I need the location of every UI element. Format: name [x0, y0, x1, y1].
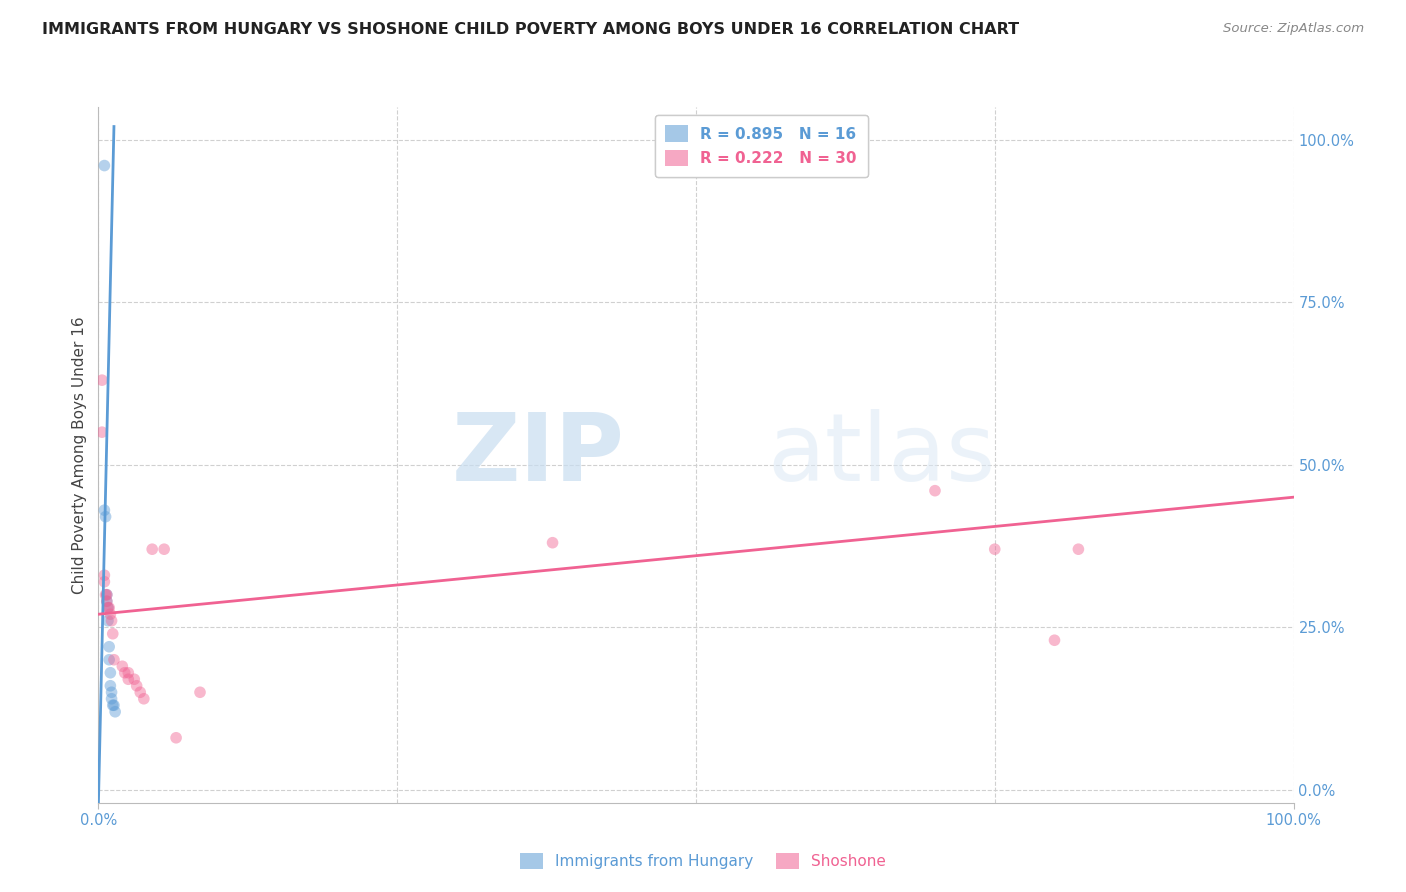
- Point: [111, 659, 134, 673]
- Point: [98, 679, 122, 693]
- Point: [114, 665, 136, 680]
- Point: [125, 679, 148, 693]
- Point: [97, 600, 120, 615]
- Point: [101, 698, 124, 713]
- Point: [1067, 542, 1090, 557]
- Point: [124, 672, 146, 686]
- Point: [141, 542, 163, 557]
- Point: [93, 503, 115, 517]
- Point: [96, 588, 118, 602]
- Point: [91, 373, 114, 387]
- Point: [97, 600, 120, 615]
- Point: [924, 483, 946, 498]
- Point: [91, 425, 114, 439]
- Point: [96, 588, 118, 602]
- Point: [153, 542, 176, 557]
- Point: [1043, 633, 1066, 648]
- Point: [100, 685, 122, 699]
- Point: [101, 626, 124, 640]
- Point: [100, 614, 122, 628]
- Point: [188, 685, 211, 699]
- Point: [165, 731, 187, 745]
- Point: [93, 568, 115, 582]
- Point: [94, 588, 117, 602]
- Point: [117, 665, 139, 680]
- Point: [94, 509, 117, 524]
- Text: ZIP: ZIP: [451, 409, 624, 501]
- Point: [96, 594, 118, 608]
- Y-axis label: Child Poverty Among Boys Under 16: Child Poverty Among Boys Under 16: [72, 316, 87, 594]
- Point: [103, 653, 125, 667]
- Point: [100, 691, 122, 706]
- Point: [97, 614, 120, 628]
- Point: [93, 574, 115, 589]
- Point: [98, 607, 122, 622]
- Point: [103, 698, 125, 713]
- Point: [93, 159, 115, 173]
- Point: [541, 535, 564, 549]
- Text: atlas: atlas: [768, 409, 995, 501]
- Point: [98, 600, 121, 615]
- Point: [984, 542, 1007, 557]
- Point: [98, 665, 122, 680]
- Legend: Immigrants from Hungary, Shoshone: Immigrants from Hungary, Shoshone: [513, 847, 893, 875]
- Point: [98, 640, 121, 654]
- Text: IMMIGRANTS FROM HUNGARY VS SHOSHONE CHILD POVERTY AMONG BOYS UNDER 16 CORRELATIO: IMMIGRANTS FROM HUNGARY VS SHOSHONE CHIL…: [42, 22, 1019, 37]
- Point: [98, 653, 121, 667]
- Point: [96, 594, 118, 608]
- Point: [132, 691, 155, 706]
- Text: Source: ZipAtlas.com: Source: ZipAtlas.com: [1223, 22, 1364, 36]
- Point: [129, 685, 152, 699]
- Legend: R = 0.895   N = 16, R = 0.222   N = 30: R = 0.895 N = 16, R = 0.222 N = 30: [655, 115, 868, 177]
- Point: [117, 672, 139, 686]
- Point: [104, 705, 127, 719]
